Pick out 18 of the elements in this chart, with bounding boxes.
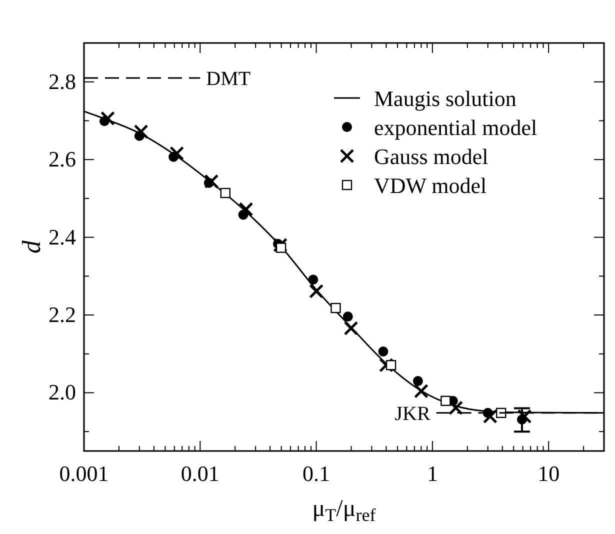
legend-label: Maugis solution (374, 86, 516, 111)
legend-label: VDW model (374, 173, 487, 198)
y-tick-label: 2.6 (48, 146, 76, 172)
x-tick-label: 0.001 (59, 461, 109, 486)
legend-label: exponential model (374, 115, 538, 140)
y-tick-label: 2.8 (48, 68, 76, 94)
annotation: DMT (206, 68, 251, 90)
x-tick-label: 0.1 (302, 461, 330, 486)
y-tick-label: 2.4 (48, 224, 76, 250)
x-axis-title: μ$_{T}$/μ$_{ref}$ (312, 496, 376, 526)
y-tick-label: 2.0 (48, 380, 76, 405)
x-tick-label: 0.01 (180, 461, 220, 486)
y-axis-title: d (17, 240, 46, 254)
annotation: JKR (394, 402, 431, 425)
y-tick-label: 2.2 (48, 302, 76, 327)
x-tick-label: 10 (538, 461, 560, 486)
x-tick-label: 1 (426, 461, 438, 486)
legend-label: Gauss model (374, 144, 488, 169)
